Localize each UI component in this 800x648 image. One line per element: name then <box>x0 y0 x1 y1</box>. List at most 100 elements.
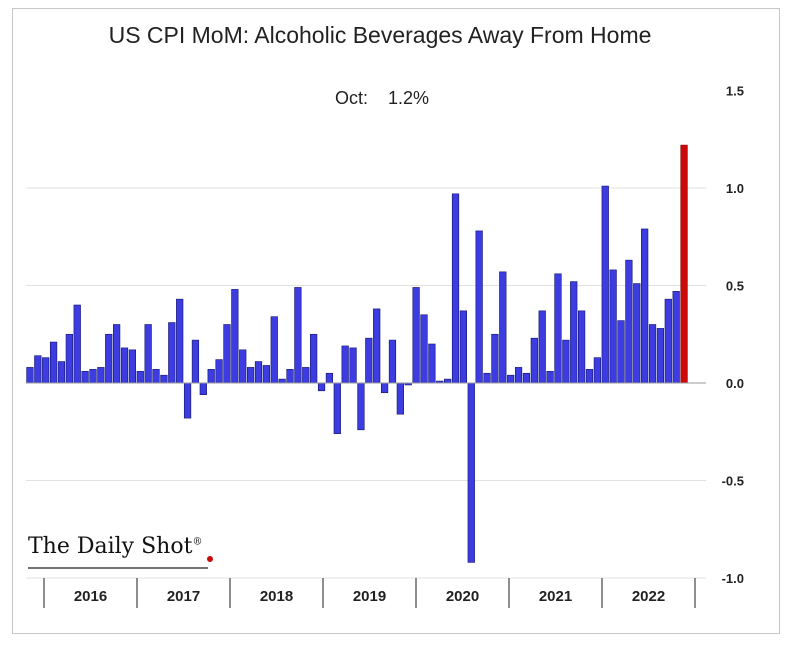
bar <box>325 372 334 384</box>
bar <box>49 341 58 384</box>
bar <box>270 316 278 384</box>
bar <box>105 333 113 384</box>
bar <box>672 291 680 384</box>
bar <box>633 283 641 384</box>
bar <box>365 337 373 384</box>
bar <box>570 281 578 384</box>
bar <box>499 271 507 384</box>
bar <box>420 314 428 384</box>
latest-value-annotation: Oct: 1.2% <box>335 88 430 108</box>
bar <box>207 369 215 384</box>
bar <box>491 333 499 384</box>
bar <box>507 374 515 384</box>
bar <box>286 369 294 384</box>
bar <box>81 370 89 384</box>
bar <box>57 361 66 384</box>
logo-dot-icon <box>207 556 213 562</box>
x-year-label: 2018 <box>260 588 293 605</box>
bar <box>317 382 326 392</box>
bar <box>467 382 475 563</box>
bar <box>215 359 223 384</box>
bar <box>380 382 389 394</box>
x-year-label: 2019 <box>353 588 386 605</box>
bar <box>648 324 657 384</box>
bar <box>231 289 239 384</box>
bar <box>530 337 538 384</box>
logo-registered-mark: ® <box>192 536 203 548</box>
bar <box>349 347 357 384</box>
bar <box>160 374 168 384</box>
bar <box>373 308 381 384</box>
bar <box>183 382 192 419</box>
bar <box>388 339 397 384</box>
bar <box>459 310 468 384</box>
bar <box>246 367 255 384</box>
bar <box>136 370 144 384</box>
bar <box>641 228 649 384</box>
bar <box>223 324 231 384</box>
bar <box>428 343 436 384</box>
bar <box>593 357 601 384</box>
bar <box>585 369 594 384</box>
bar <box>546 370 554 384</box>
y-tick-label: 0.0 <box>726 376 744 391</box>
bar <box>625 259 633 384</box>
bar <box>333 382 341 435</box>
bar <box>396 382 404 415</box>
bar <box>601 185 609 384</box>
y-tick-label: -1.0 <box>722 571 744 586</box>
bar <box>617 320 625 384</box>
bar <box>310 333 318 384</box>
bar <box>89 369 97 384</box>
bar <box>128 349 137 384</box>
bar <box>65 333 73 384</box>
bar-latest <box>680 144 688 384</box>
bar <box>302 367 310 384</box>
bar <box>412 287 420 384</box>
bar <box>239 349 247 384</box>
bar <box>538 310 546 384</box>
bar <box>483 372 491 384</box>
bar <box>26 367 34 384</box>
bar <box>341 345 349 384</box>
bar <box>451 193 460 384</box>
x-year-label: 2021 <box>539 588 572 605</box>
y-tick-label: 0.5 <box>726 279 744 294</box>
bar <box>73 304 81 384</box>
bar <box>664 298 672 384</box>
x-year-label: 2020 <box>446 588 479 605</box>
bar <box>562 339 570 384</box>
bar <box>475 230 483 384</box>
chart-title: US CPI MoM: Alcoholic Beverages Away Fro… <box>108 22 652 48</box>
bar <box>113 324 121 384</box>
bar <box>144 324 152 384</box>
daily-shot-logo: The Daily Shot® <box>28 534 202 559</box>
bar <box>577 310 586 384</box>
bar <box>294 287 302 384</box>
logo-text: The Daily Shot <box>28 534 193 559</box>
bar <box>120 347 129 384</box>
bar <box>514 367 523 384</box>
bar <box>444 378 452 384</box>
bar <box>656 328 665 384</box>
bar <box>262 365 270 384</box>
bar <box>97 367 105 384</box>
bar <box>609 269 617 384</box>
y-tick-label: 1.5 <box>726 84 744 99</box>
chart-frame <box>12 8 780 634</box>
bar <box>254 361 263 384</box>
bar <box>199 382 207 395</box>
x-year-label: 2017 <box>167 588 200 605</box>
y-tick-label: -0.5 <box>722 474 744 489</box>
y-tick-label: 1.0 <box>726 181 744 196</box>
bar <box>522 372 531 384</box>
bar <box>152 369 160 384</box>
bar <box>42 357 50 384</box>
bar <box>34 355 42 384</box>
bar <box>357 382 365 431</box>
bar <box>191 339 200 384</box>
x-year-label: 2022 <box>632 588 665 605</box>
bar <box>278 378 286 384</box>
x-year-label: 2016 <box>74 588 107 605</box>
